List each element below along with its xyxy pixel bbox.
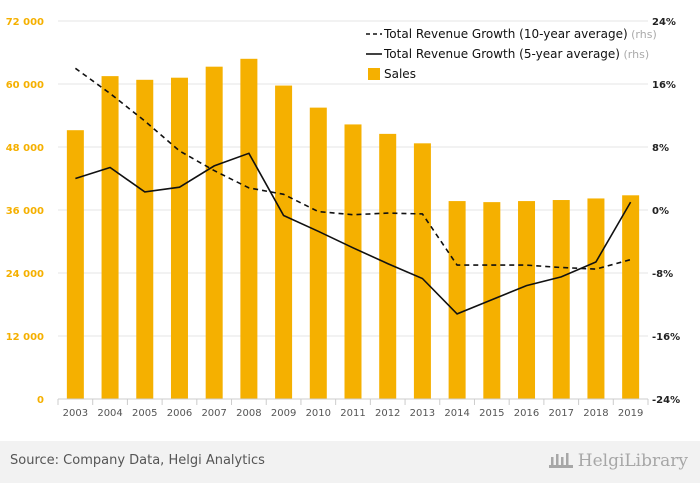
growth-lines <box>74 67 632 315</box>
x-tick-label: 2005 <box>132 408 157 419</box>
logo-text: HelgiLibrary <box>577 451 688 471</box>
x-tick-label: 2017 <box>549 408 574 419</box>
x-tick-label: 2013 <box>410 408 435 419</box>
sales-bar <box>101 76 119 399</box>
legend-label: Total Revenue Growth (5-year average) (r… <box>383 47 649 61</box>
x-tick-label: 2006 <box>167 408 192 419</box>
y-right-tick-label: -24% <box>652 395 680 406</box>
sales-bars <box>66 58 640 400</box>
x-tick-label: 2010 <box>306 408 331 419</box>
x-tick-label: 2016 <box>514 408 539 419</box>
helgi-building-icon <box>548 453 573 468</box>
sales-bar <box>136 79 154 400</box>
sales-bar <box>344 124 362 400</box>
y-left-tick-label: 48 000 <box>6 143 44 154</box>
sales-bar <box>275 85 293 399</box>
x-tick-label: 2011 <box>340 408 365 419</box>
y-right-tick-label: -8% <box>652 269 673 280</box>
x-tick-label: 2003 <box>63 408 88 419</box>
y-right-tick-label: 16% <box>652 80 676 91</box>
axes: 0 12 000 24 000 36 000 48 000 60 000 72 000 -24… <box>6 17 680 419</box>
x-tick-label: 2008 <box>236 408 261 419</box>
x-tick-label: 2019 <box>618 408 643 419</box>
sales-bar <box>170 77 188 399</box>
sales-bar <box>448 201 466 399</box>
x-tick-label: 2015 <box>479 408 504 419</box>
sales-bar <box>587 198 605 399</box>
chart: 0 12 000 24 000 36 000 48 000 60 000 72 000 -24… <box>6 17 680 419</box>
x-tick-label: 2004 <box>97 408 122 419</box>
sales-bar <box>622 195 640 399</box>
legend-swatch-sales <box>368 68 380 80</box>
sales-bar <box>240 58 258 400</box>
legend: Total Revenue Growth (10-year average) (… <box>366 27 657 81</box>
x-tick-label: 2012 <box>375 408 400 419</box>
legend-label: Sales <box>384 67 416 81</box>
x-tick-label: 2014 <box>444 408 469 419</box>
x-tick-label: 2009 <box>271 408 296 419</box>
sales-bar <box>413 143 431 399</box>
x-tick-label: 2007 <box>201 408 226 419</box>
source-note: Source: Company Data, Helgi Analytics <box>10 453 265 468</box>
sales-bar <box>379 133 397 399</box>
growth-5y-line <box>75 152 632 315</box>
y-right-tick-label: 8% <box>652 143 669 154</box>
y-left-tick-label: 36 000 <box>6 206 44 217</box>
y-left-tick-label: 60 000 <box>6 80 44 91</box>
sales-bar <box>66 130 84 399</box>
sales-bar <box>205 66 223 400</box>
y-right-tick-label: 24% <box>652 17 676 28</box>
helgi-library-logo[interactable]: HelgiLibrary <box>548 449 688 473</box>
sales-bar <box>518 201 536 399</box>
growth-10y-line <box>74 67 631 270</box>
y-left-tick-label: 0 <box>37 395 44 406</box>
legend-label: Total Revenue Growth (10-year average) (… <box>383 27 657 41</box>
sales-bar <box>309 107 327 399</box>
x-tick-label: 2018 <box>583 408 608 419</box>
y-left-tick-label: 72 000 <box>6 17 44 28</box>
y-right-tick-label: -16% <box>652 332 680 343</box>
footer: Source: Company Data, Helgi Analytics He… <box>0 441 700 483</box>
sales-bar <box>552 200 570 399</box>
y-left-tick-label: 12 000 <box>6 332 44 343</box>
y-left-tick-label: 24 000 <box>6 269 44 280</box>
y-right-tick-label: 0% <box>652 206 669 217</box>
